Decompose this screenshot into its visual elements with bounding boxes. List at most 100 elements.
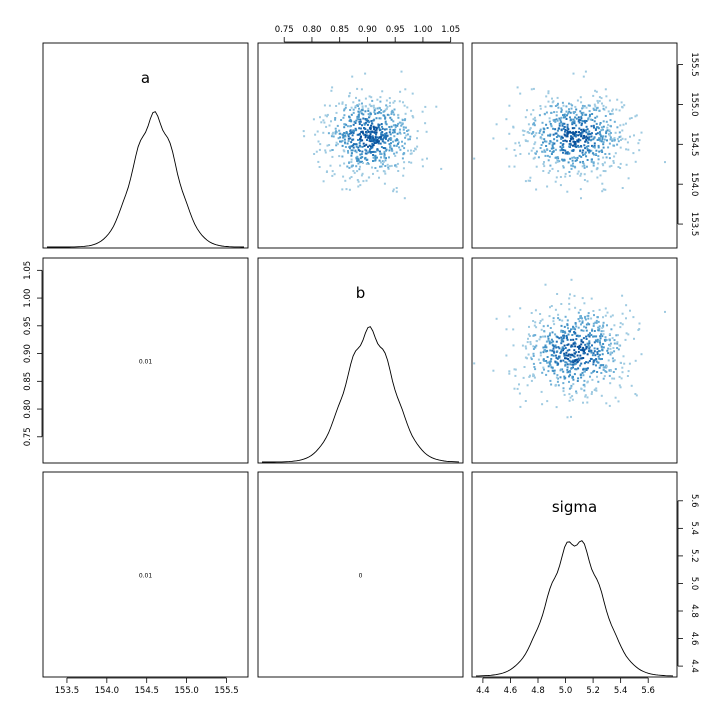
scatter-point bbox=[395, 138, 398, 141]
scatter-point bbox=[363, 133, 366, 136]
scatter-point bbox=[532, 348, 535, 350]
scatter-point bbox=[522, 376, 525, 379]
scatter-point bbox=[338, 155, 341, 158]
scatter-point bbox=[582, 368, 585, 371]
scatter-point bbox=[583, 166, 586, 169]
scatter-point bbox=[374, 129, 377, 132]
scatter-point bbox=[344, 104, 347, 107]
scatter-point bbox=[366, 129, 369, 132]
scatter-point bbox=[594, 128, 597, 131]
scatter-point bbox=[600, 126, 603, 129]
scatter-point bbox=[365, 131, 368, 134]
scatter-point bbox=[551, 101, 554, 104]
scatter-point bbox=[555, 346, 558, 349]
scatter-point bbox=[343, 162, 346, 165]
scatter-point bbox=[347, 135, 350, 138]
scatter-point bbox=[562, 114, 564, 117]
scatter-point bbox=[609, 136, 612, 139]
scatter-point bbox=[326, 113, 329, 116]
scatter-point bbox=[562, 149, 565, 151]
scatter-point bbox=[630, 384, 633, 387]
scatter-point bbox=[611, 108, 614, 111]
scatter-point bbox=[587, 138, 590, 140]
scatter-point bbox=[549, 364, 552, 367]
scatter-point bbox=[534, 368, 537, 371]
scatter-point bbox=[537, 358, 540, 361]
scatter-point bbox=[638, 139, 641, 142]
scatter-point bbox=[354, 150, 357, 153]
scatter-point bbox=[346, 142, 349, 145]
scatter-point bbox=[543, 128, 546, 131]
scatter-point bbox=[385, 99, 388, 102]
scatter-point bbox=[554, 383, 557, 386]
scatter-point bbox=[580, 117, 583, 120]
scatter-point bbox=[350, 154, 353, 157]
scatter-point bbox=[563, 335, 566, 338]
scatter-point bbox=[363, 144, 366, 147]
scatter-point bbox=[352, 101, 355, 104]
scatter-point bbox=[361, 124, 363, 127]
scatter-point bbox=[348, 177, 351, 180]
scatter-point bbox=[345, 123, 348, 126]
scatter-point bbox=[541, 371, 544, 374]
scatter-point bbox=[586, 345, 589, 348]
scatter-point bbox=[588, 110, 591, 113]
scatter-point bbox=[564, 364, 567, 367]
scatter-point bbox=[568, 174, 571, 177]
scatter-point bbox=[350, 176, 353, 178]
scatter-point bbox=[560, 147, 563, 150]
scatter-point bbox=[549, 327, 552, 329]
scatter-point bbox=[358, 123, 361, 125]
scatter-point bbox=[557, 384, 560, 387]
scatter-point bbox=[603, 138, 606, 141]
tick-label: 0.90 bbox=[358, 25, 377, 35]
scatter-point bbox=[580, 340, 583, 343]
scatter-point bbox=[318, 166, 321, 168]
scatter-point bbox=[398, 121, 401, 124]
scatter-point bbox=[625, 163, 628, 166]
scatter-point bbox=[535, 165, 538, 168]
scatter-point bbox=[560, 129, 563, 132]
scatter-point bbox=[580, 362, 583, 365]
scatter-point bbox=[602, 141, 605, 144]
scatter-point bbox=[584, 147, 587, 150]
scatter-point bbox=[522, 134, 525, 136]
scatter-point bbox=[571, 159, 574, 162]
scatter-point bbox=[534, 152, 537, 155]
density-curve-a bbox=[47, 111, 244, 248]
scatter-point bbox=[538, 132, 541, 134]
scatter-point bbox=[581, 321, 584, 324]
scatter-point bbox=[585, 361, 588, 364]
scatter-point bbox=[384, 108, 387, 111]
scatter-point bbox=[585, 135, 588, 138]
scatter-point bbox=[590, 372, 593, 375]
scatter-point bbox=[602, 188, 605, 191]
scatter-point bbox=[622, 123, 625, 126]
scatter-point bbox=[521, 129, 524, 132]
scatter-point bbox=[593, 314, 595, 317]
scatter-point bbox=[384, 147, 387, 150]
scatter-point bbox=[577, 134, 580, 137]
tick-label: 155.5 bbox=[689, 52, 699, 76]
scatter-point bbox=[521, 344, 524, 347]
tick-label: 154.5 bbox=[689, 132, 699, 156]
scatter-point bbox=[400, 70, 403, 73]
scatter-point bbox=[552, 344, 555, 347]
scatter-point bbox=[578, 121, 581, 124]
scatter-point bbox=[572, 165, 575, 168]
scatter-point bbox=[583, 385, 586, 388]
scatter-point bbox=[551, 141, 554, 144]
scatter-point bbox=[579, 139, 582, 142]
scatter-point bbox=[505, 147, 508, 150]
scatter-point bbox=[562, 159, 565, 162]
scatter-point bbox=[366, 118, 369, 121]
scatter-point bbox=[604, 88, 607, 91]
scatter-point bbox=[557, 102, 559, 105]
scatter-point bbox=[350, 141, 353, 144]
scatter-point bbox=[557, 362, 560, 365]
scatter-point bbox=[618, 131, 621, 134]
scatter-point bbox=[388, 131, 391, 134]
scatter-point bbox=[544, 346, 547, 349]
tick-label: 0.90 bbox=[23, 344, 33, 363]
scatter-point bbox=[533, 143, 536, 146]
